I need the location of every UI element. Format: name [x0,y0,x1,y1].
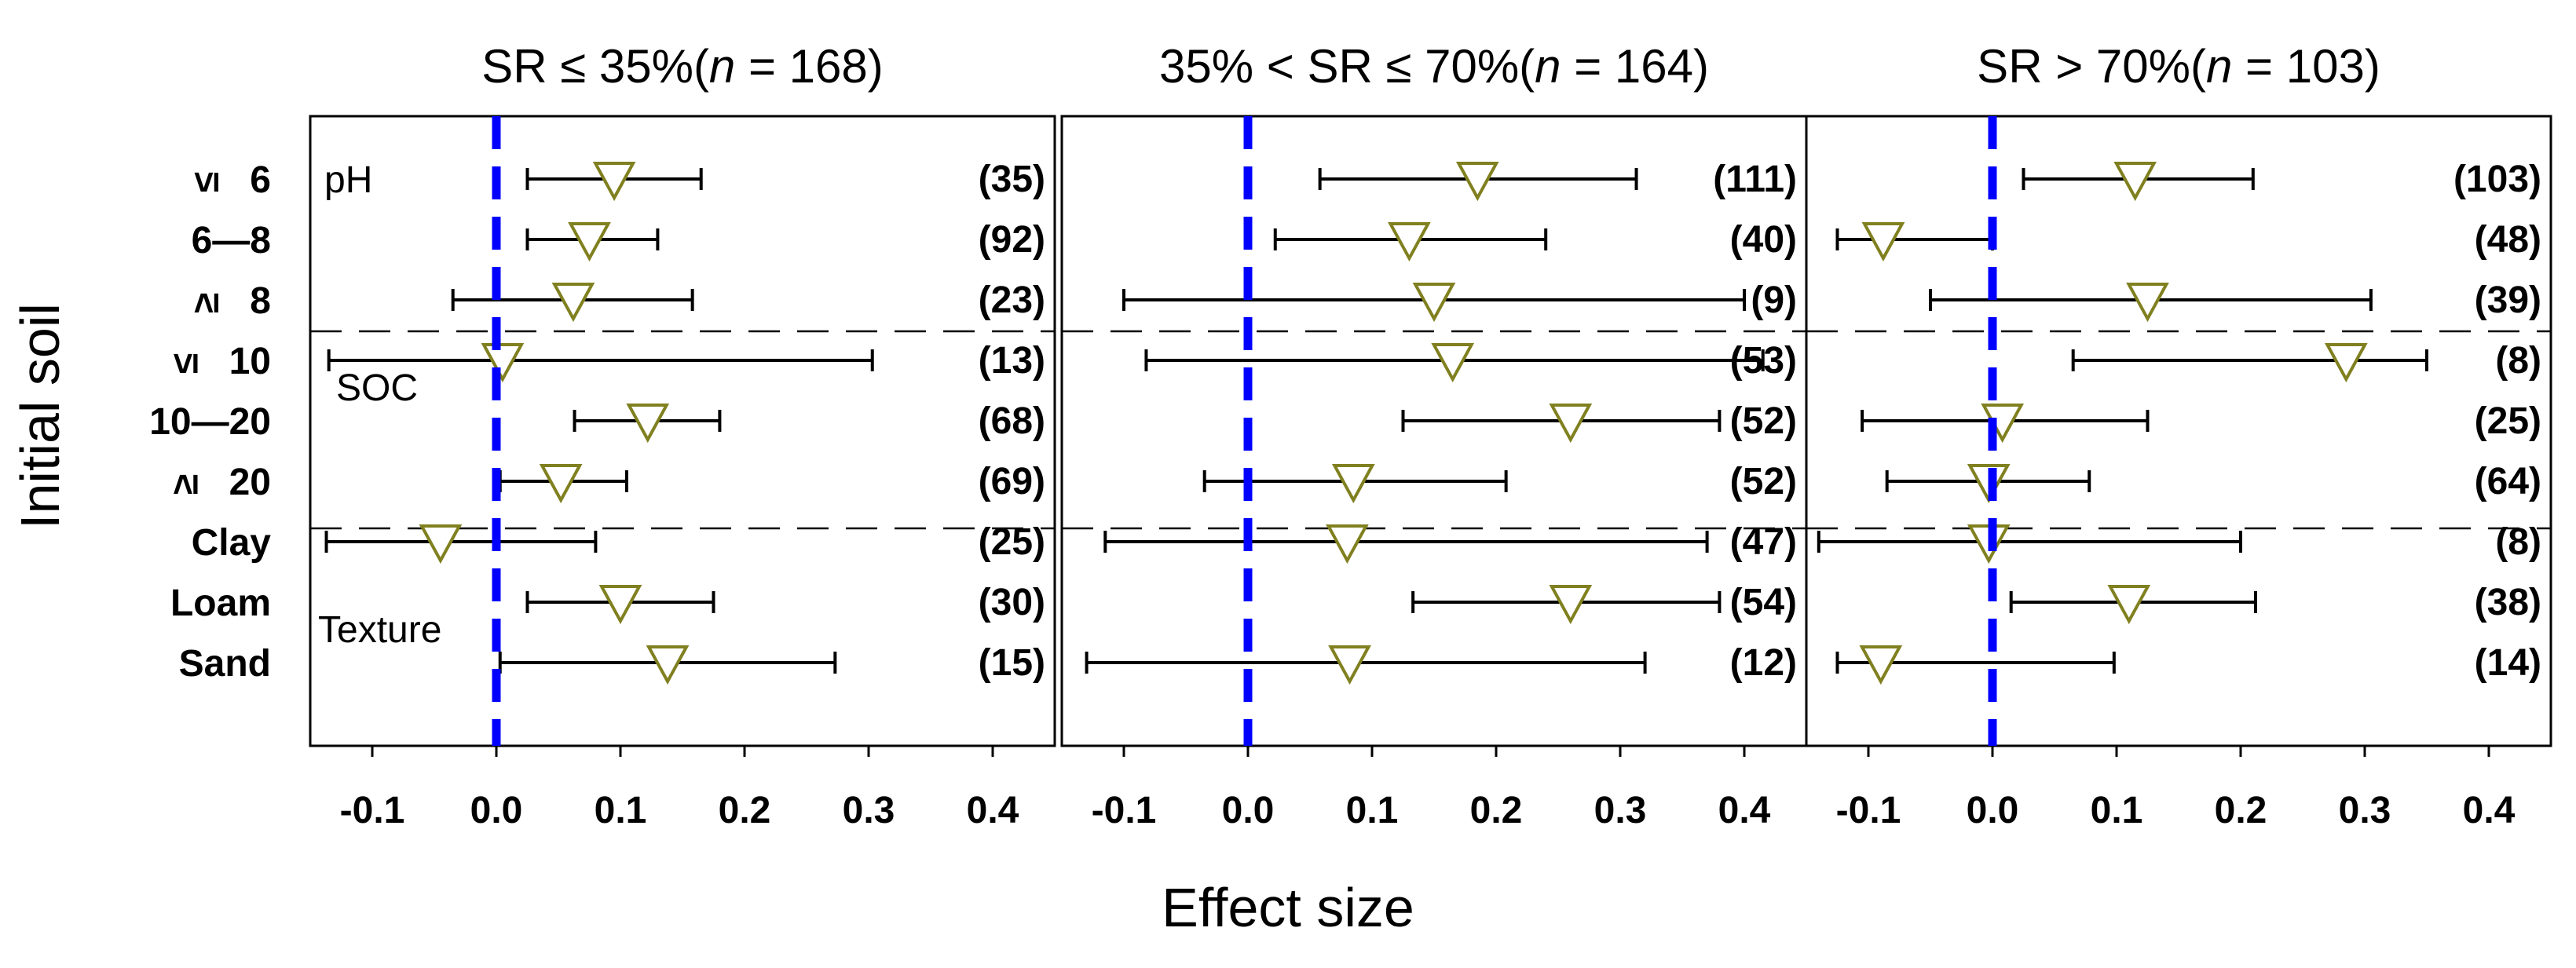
sample-count: (8) [2495,521,2541,563]
effect-marker [2107,585,2151,625]
sample-count: (13) [979,340,1045,382]
panels: SR ≤ 35%(n = 168) -0.1 0.0 0.1 0.2 0.3 0.4 (35)… [149,40,2552,831]
row-label: 6—8 [192,220,271,261]
x-tick-label: 0.3 [2339,790,2391,831]
sample-count: (40) [1730,219,1797,261]
effect-marker [592,162,636,202]
effect-marker [2324,343,2368,383]
effect-marker [1388,222,1431,262]
sample-count: (39) [2475,279,2541,321]
sample-count: (12) [1730,642,1797,684]
effect-marker [1328,645,1371,685]
effect-marker [1861,222,1905,262]
sample-count: (9) [1751,279,1797,321]
effect-marker [1549,585,1593,625]
sample-count: (54) [1730,582,1797,623]
x-tick-label: 0.1 [595,790,647,831]
x-tick-label: 0.1 [1346,790,1399,831]
sample-count: (38) [2475,582,2541,623]
sample-count: (92) [979,219,1045,261]
panel-title: SR > 70%(n = 103) [1977,40,2380,93]
row-label: ≤6 [185,159,271,201]
sample-count: (30) [979,582,1045,623]
x-tick-label: 0.0 [1967,790,2019,831]
panel-frame [1060,115,1808,747]
row-label: ≤10 [164,341,271,382]
panel-frame [309,115,1056,747]
x-tick-label: -0.1 [340,790,405,831]
x-tick-label: 0.3 [1594,790,1647,831]
sample-count: (52) [1730,461,1797,502]
x-tick-label: 0.2 [2215,790,2267,831]
effect-marker [1859,645,1903,685]
effect-marker [419,524,463,564]
sample-count: (48) [2475,219,2541,261]
sample-count: (25) [2475,400,2541,442]
sample-count: (52) [1730,400,1797,442]
effect-marker [2113,162,2157,202]
x-tick-label: 0.3 [843,790,895,831]
x-tick-label: -0.1 [1836,790,1901,831]
effect-marker [646,645,690,685]
group-label: Texture [318,609,441,651]
sample-count: (23) [979,279,1045,321]
row-label: ≥20 [164,462,271,503]
panel-2: 35% < SR ≤ 70%(n = 164) -0.1 0.0 0.1 0.2 0.3 0… [1060,40,1808,831]
sample-count: (8) [2495,340,2541,382]
sample-count: (25) [979,521,1045,563]
panel-title: 35% < SR ≤ 70%(n = 164) [1159,40,1709,93]
sample-count: (64) [2475,461,2541,502]
sample-count: (14) [2475,642,2541,684]
y-axis-title: Initial soil [9,303,71,529]
x-tick-label: 0.2 [719,790,771,831]
sample-count: (35) [979,159,1045,200]
x-tick-label: 0.4 [1718,790,1771,831]
effect-marker [1431,343,1475,383]
x-tick-label: 0.2 [1470,790,1523,831]
effect-marker [1549,404,1593,444]
sample-count: (68) [979,400,1045,442]
effect-marker [598,585,642,625]
x-tick-label: 0.4 [967,790,1019,831]
effect-marker [539,464,583,504]
x-axis-title: Effect size [1162,877,1414,938]
row-label: Clay [192,522,272,564]
sample-count: (111) [1713,159,1797,200]
panel-3: SR > 70%(n = 103) -0.1 0.0 0.1 0.2 0.3 0.4 (103… [1805,40,2552,831]
effect-marker [1455,162,1499,202]
x-tick-label: 0.4 [2463,790,2516,831]
sample-count: (15) [979,642,1045,684]
sample-count: (47) [1730,521,1797,563]
effect-marker [1331,464,1375,504]
effect-marker [551,283,595,323]
panel-1: SR ≤ 35%(n = 168) -0.1 0.0 0.1 0.2 0.3 0.4 (35)… [309,40,1056,831]
effect-marker [568,222,611,262]
x-tick-label: 0.0 [1222,790,1275,831]
x-tick-label: -0.1 [1092,790,1157,831]
panel-frame [1805,115,2552,747]
sample-count: (69) [979,461,1045,502]
sample-count: (53) [1730,340,1797,382]
x-tick-label: 0.1 [2091,790,2143,831]
effect-marker [2126,283,2169,323]
effect-marker [1412,283,1456,323]
effect-marker [481,343,525,383]
effect-marker [626,404,670,444]
effect-marker [1326,524,1369,564]
sample-count: (103) [2453,159,2541,200]
group-label: SOC [336,367,418,409]
row-label: Sand [179,643,271,685]
panel-title: SR ≤ 35%(n = 168) [481,40,884,93]
row-label: Loam [170,583,271,624]
group-label: pH [324,159,372,201]
row-label: ≥8 [185,280,271,322]
x-tick-label: 0.0 [470,790,523,831]
row-label: 10—20 [149,401,271,443]
